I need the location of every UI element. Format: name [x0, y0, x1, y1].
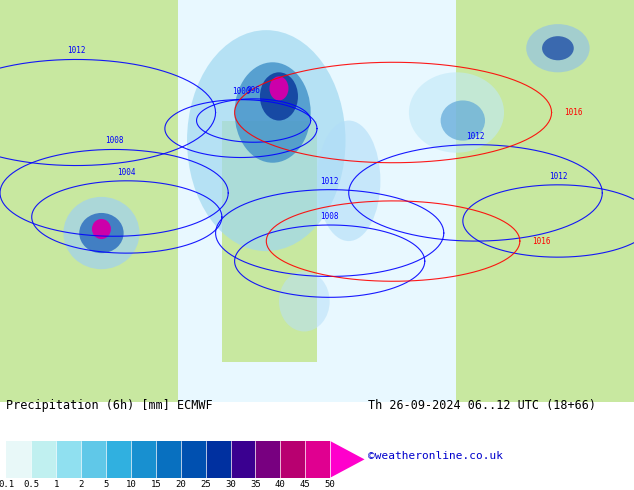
Ellipse shape: [279, 271, 330, 331]
Text: 0.1: 0.1: [0, 480, 15, 489]
Ellipse shape: [260, 73, 298, 121]
Ellipse shape: [526, 24, 590, 73]
Text: ©weatheronline.co.uk: ©weatheronline.co.uk: [368, 451, 503, 461]
Text: 10: 10: [126, 480, 136, 489]
Ellipse shape: [269, 76, 288, 100]
Text: 0.5: 0.5: [23, 480, 39, 489]
Ellipse shape: [187, 30, 346, 251]
Text: Th 26-09-2024 06..12 UTC (18+66): Th 26-09-2024 06..12 UTC (18+66): [368, 398, 596, 412]
Text: 20: 20: [176, 480, 186, 489]
Ellipse shape: [409, 73, 504, 153]
Text: Precipitation (6h) [mm] ECMWF: Precipitation (6h) [mm] ECMWF: [6, 398, 213, 412]
Bar: [0, 0, 178, 402]
Text: 1: 1: [53, 480, 59, 489]
Text: 1012: 1012: [320, 176, 339, 186]
Text: 996: 996: [247, 86, 261, 95]
Text: 1012: 1012: [466, 132, 485, 141]
Bar: [456, 0, 634, 402]
Text: 2: 2: [79, 480, 84, 489]
Text: 1012: 1012: [548, 172, 567, 181]
Ellipse shape: [79, 213, 124, 253]
Text: 5: 5: [103, 480, 108, 489]
Ellipse shape: [317, 121, 380, 241]
Ellipse shape: [92, 219, 111, 239]
Text: 25: 25: [200, 480, 211, 489]
Text: 1016: 1016: [564, 108, 583, 117]
Text: 35: 35: [250, 480, 261, 489]
Text: 1000: 1000: [231, 87, 250, 96]
Text: 40: 40: [275, 480, 286, 489]
Text: 1008: 1008: [320, 212, 339, 221]
Text: 1016: 1016: [533, 237, 551, 245]
Ellipse shape: [542, 36, 574, 60]
Ellipse shape: [235, 62, 311, 163]
Ellipse shape: [441, 100, 485, 141]
Text: 50: 50: [325, 480, 335, 489]
Text: 15: 15: [150, 480, 161, 489]
Text: 1008: 1008: [105, 136, 124, 146]
Bar: [222, 121, 317, 362]
Text: 1004: 1004: [117, 168, 136, 177]
Text: 45: 45: [300, 480, 311, 489]
Text: 30: 30: [225, 480, 236, 489]
Ellipse shape: [63, 197, 139, 269]
Text: 1012: 1012: [67, 47, 86, 55]
